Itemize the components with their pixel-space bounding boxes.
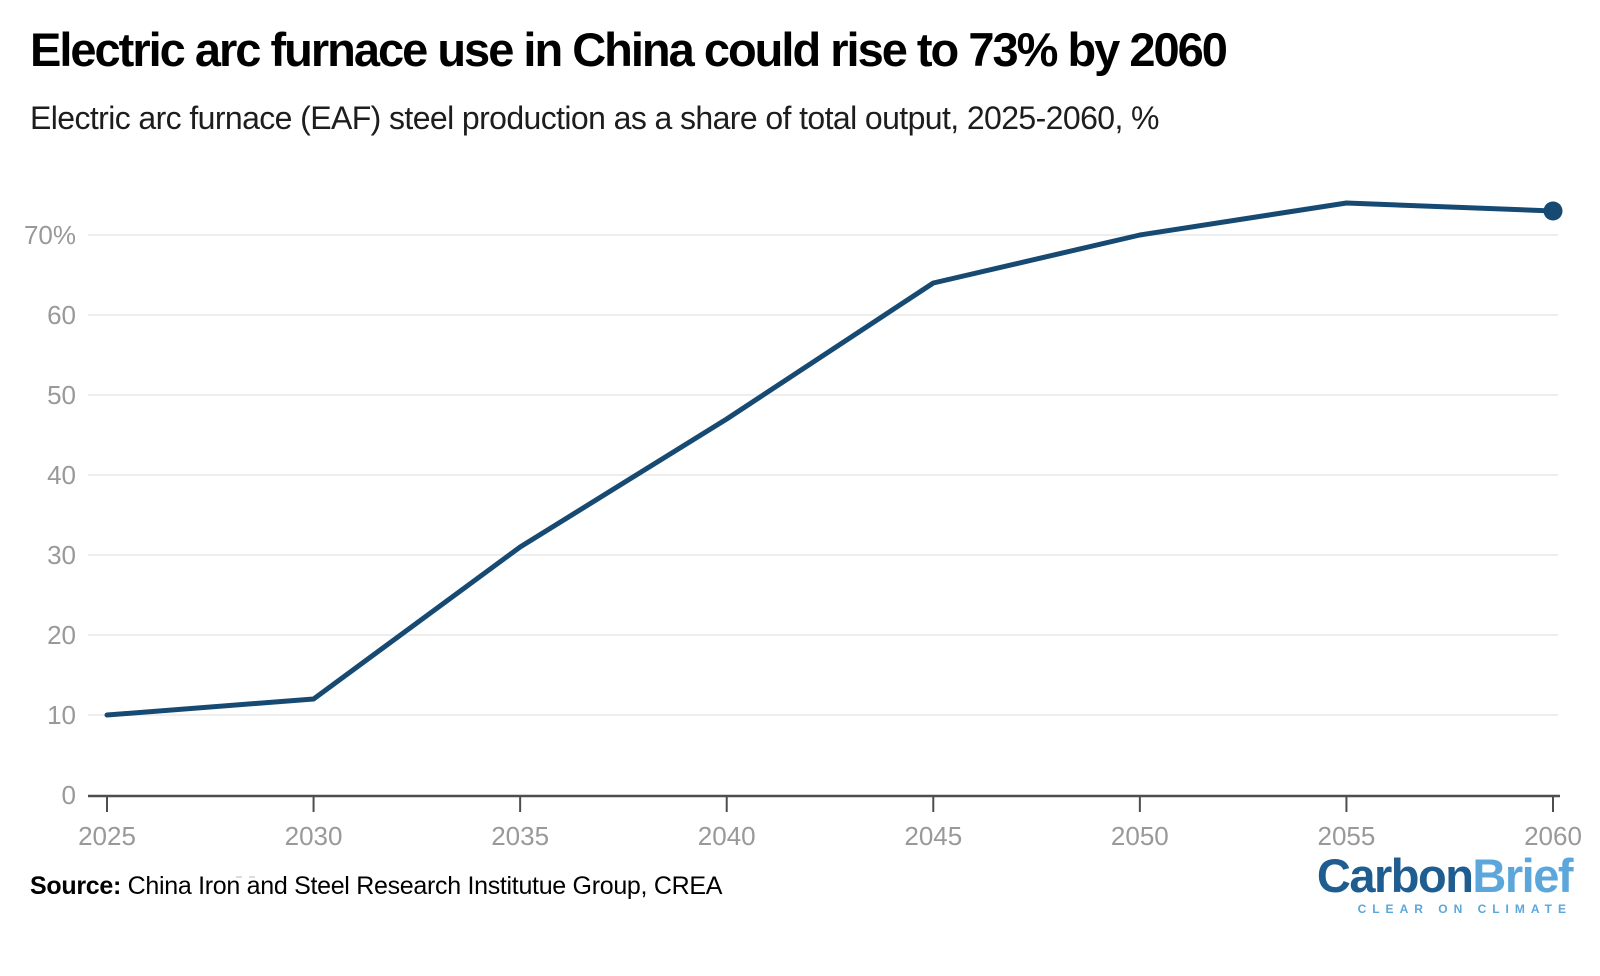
y-tick-label-20: 20 (47, 620, 76, 650)
y-tick-label-70: 70% (24, 220, 76, 250)
y-tick-label-40: 40 (47, 460, 76, 490)
series-group (104, 200, 1563, 718)
y-axis-labels-group: 0 10 20 30 40 50 60 70% (24, 220, 76, 810)
y-tick-label-30: 30 (47, 540, 76, 570)
logo-brief: Brief (1472, 849, 1573, 902)
y-tick-label-10: 10 (47, 700, 76, 730)
x-tick-label-2055: 2055 (1318, 821, 1376, 851)
carbonbrief-logo: CarbonBrief CLEAR ON CLIMATE (1316, 849, 1574, 916)
x-tick-label-2040: 2040 (698, 821, 756, 851)
source-text: China Iron and Steel Research Institutue… (120, 872, 723, 900)
eaf-share-line (104, 200, 1556, 718)
x-tick-label-2035: 2035 (491, 821, 549, 851)
x-tick-label-2030: 2030 (285, 821, 343, 851)
x-tick-label-2025: 2025 (78, 821, 136, 851)
artifact-dot-left (236, 876, 242, 878)
artifact-dot-right (249, 876, 255, 878)
y-tick-label-60: 60 (47, 300, 76, 330)
x-tick-label-2045: 2045 (904, 821, 962, 851)
page-title: Electric arc furnace use in China could … (30, 23, 1228, 76)
end-point-dot (1543, 201, 1563, 221)
x-tick-label-2050: 2050 (1111, 821, 1169, 851)
source-line: Source: China Iron and Steel Research In… (30, 872, 722, 901)
x-axis-group: 2025 2030 2035 2040 2045 2050 2055 2060 (78, 794, 1582, 851)
source-label: Source: (30, 872, 121, 900)
x-tick-label-2060: 2060 (1524, 821, 1582, 851)
logo-tagline: CLEAR ON CLIMATE (1357, 902, 1572, 916)
gridlines-group (88, 234, 1558, 716)
chart-subtitle: Electric arc furnace (EAF) steel product… (30, 100, 1160, 136)
logo-wordmark: CarbonBrief (1316, 849, 1574, 902)
logo-carbon: Carbon (1316, 849, 1474, 902)
y-tick-label-0: 0 (62, 780, 76, 810)
y-tick-label-50: 50 (47, 380, 76, 410)
